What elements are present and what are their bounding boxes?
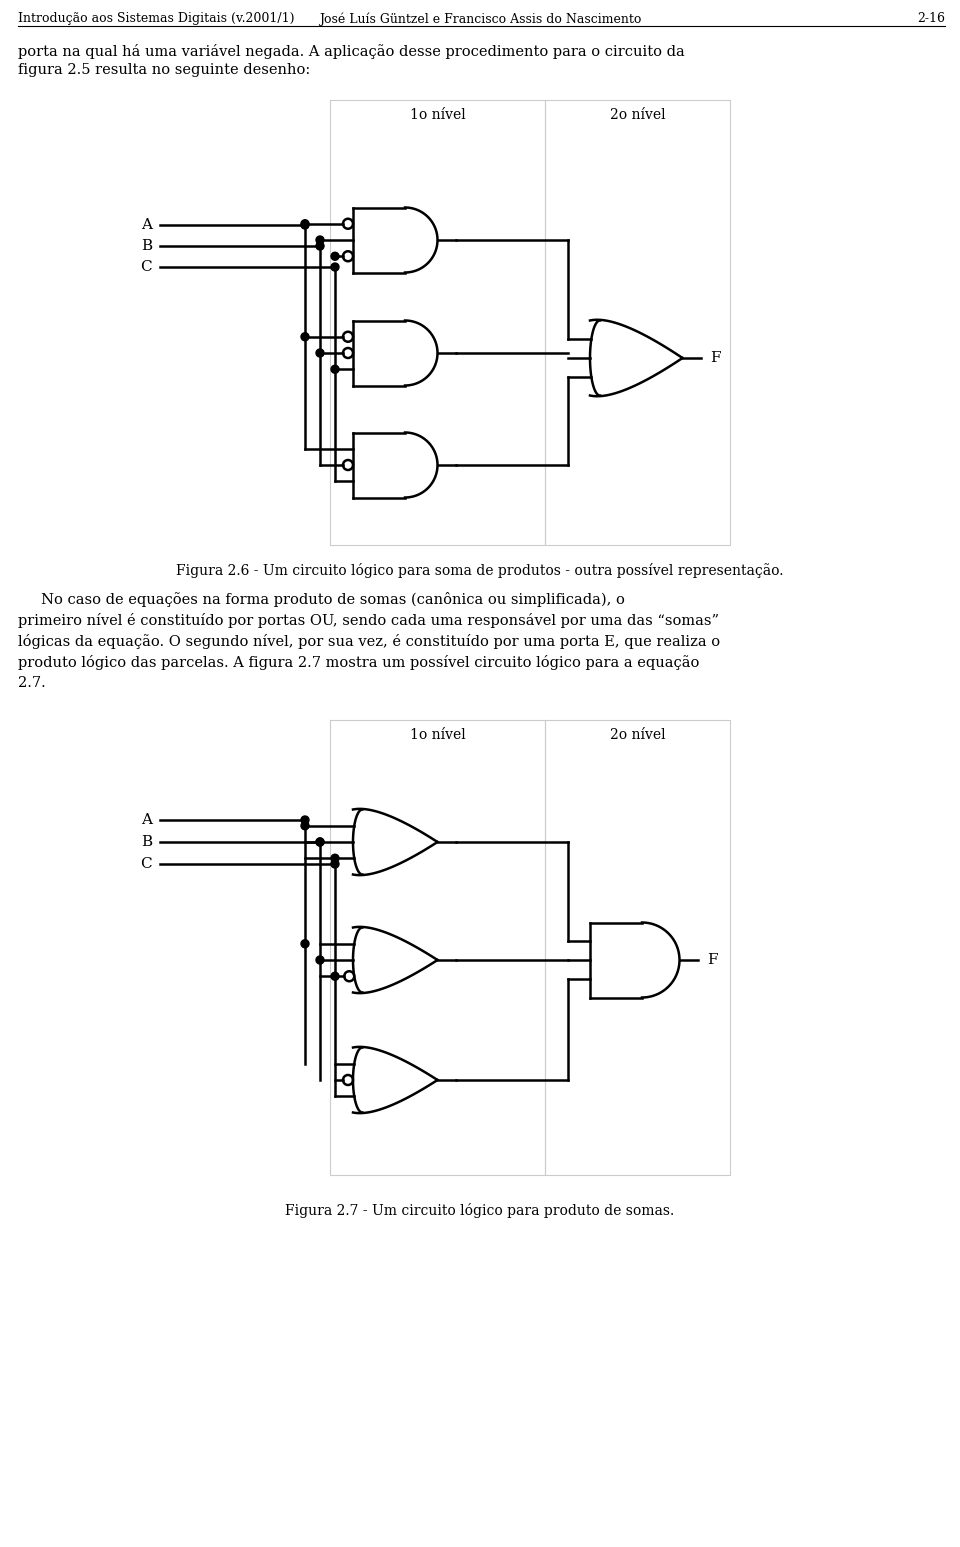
Text: Figura 2.7 - Um circuito lógico para produto de somas.: Figura 2.7 - Um circuito lógico para pro… <box>285 1204 675 1217</box>
Circle shape <box>316 956 324 964</box>
Circle shape <box>301 333 309 340</box>
Text: porta na qual há uma variável negada. A aplicação desse procedimento para o circ: porta na qual há uma variável negada. A … <box>18 43 684 59</box>
Circle shape <box>316 237 324 244</box>
Text: B: B <box>141 238 152 254</box>
Circle shape <box>331 263 339 271</box>
Text: A: A <box>141 814 152 828</box>
Text: 2o nível: 2o nível <box>610 729 665 743</box>
Text: lógicas da equação. O segundo nível, por sua vez, é constituído por uma porta E,: lógicas da equação. O segundo nível, por… <box>18 634 720 650</box>
Text: figura 2.5 resulta no seguinte desenho:: figura 2.5 resulta no seguinte desenho: <box>18 63 310 77</box>
Text: Figura 2.6 - Um circuito lógico para soma de produtos - outra possível represent: Figura 2.6 - Um circuito lógico para som… <box>177 563 783 579</box>
Circle shape <box>301 821 309 829</box>
Text: produto lógico das parcelas. A figura 2.7 mostra um possível circuito lógico par: produto lógico das parcelas. A figura 2.… <box>18 654 700 670</box>
Text: Introdução aos Sistemas Digitais (v.2001/1): Introdução aos Sistemas Digitais (v.2001… <box>18 12 295 25</box>
Text: 2-16: 2-16 <box>917 12 945 25</box>
Text: F: F <box>708 953 718 967</box>
Circle shape <box>331 860 339 868</box>
Text: José Luís Güntzel e Francisco Assis do Nascimento: José Luís Güntzel e Francisco Assis do N… <box>319 12 641 25</box>
Text: C: C <box>140 857 152 871</box>
Text: B: B <box>141 835 152 849</box>
Circle shape <box>301 220 309 227</box>
Text: 1o nível: 1o nível <box>410 108 466 122</box>
Circle shape <box>316 838 324 846</box>
Circle shape <box>301 939 309 948</box>
Circle shape <box>316 350 324 357</box>
Circle shape <box>301 815 309 825</box>
Circle shape <box>316 838 324 846</box>
Text: C: C <box>140 260 152 274</box>
Circle shape <box>331 854 339 862</box>
Text: 2o nível: 2o nível <box>610 108 665 122</box>
Text: 1o nível: 1o nível <box>410 729 466 743</box>
Text: F: F <box>710 351 721 365</box>
Circle shape <box>331 252 339 260</box>
Text: 2.7.: 2.7. <box>18 676 46 690</box>
Circle shape <box>316 241 324 251</box>
Text: No caso de equações na forma produto de somas (canônica ou simplificada), o: No caso de equações na forma produto de … <box>18 593 625 606</box>
Circle shape <box>301 221 309 229</box>
Text: A: A <box>141 218 152 232</box>
Circle shape <box>331 972 339 981</box>
Text: primeiro nível é constituído por portas OU, sendo cada uma responsável por uma d: primeiro nível é constituído por portas … <box>18 613 719 628</box>
Circle shape <box>331 365 339 373</box>
